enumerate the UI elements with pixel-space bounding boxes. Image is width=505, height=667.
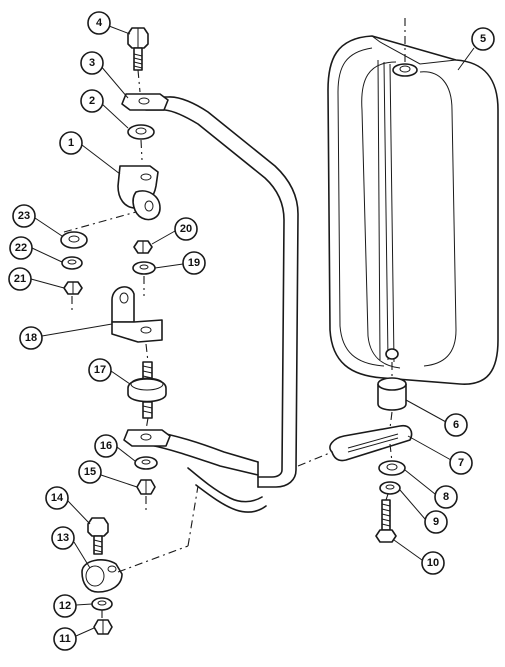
lockwasher-19 <box>132 261 156 275</box>
leader-lines <box>30 25 475 637</box>
clamp-13 <box>81 559 123 593</box>
callout-4: 4 <box>87 11 111 35</box>
callout-15: 15 <box>78 460 102 484</box>
callout-label: 11 <box>59 633 71 645</box>
callout-label: 6 <box>453 419 459 431</box>
nut-15 <box>136 479 156 495</box>
callout-label: 9 <box>433 516 439 528</box>
centerline <box>137 69 141 93</box>
callout-13: 13 <box>51 526 75 550</box>
callout-8: 8 <box>434 485 458 509</box>
callout-18: 18 <box>19 326 43 350</box>
callout-label: 23 <box>18 210 30 222</box>
callout-label: 5 <box>480 33 486 45</box>
callout-label: 19 <box>188 257 200 269</box>
callout-16: 16 <box>94 434 118 458</box>
callout-1: 1 <box>59 131 83 155</box>
callout-11: 11 <box>53 627 77 651</box>
washer-23 <box>60 231 88 249</box>
callout-17: 17 <box>88 358 112 382</box>
callout-label: 2 <box>89 95 95 107</box>
callout-19: 19 <box>182 251 206 275</box>
callout-label: 12 <box>59 600 71 612</box>
callout-7: 7 <box>449 451 473 475</box>
nut-21 <box>63 281 83 295</box>
callout-9: 9 <box>424 510 448 534</box>
callout-label: 18 <box>25 332 37 344</box>
callout-23: 23 <box>12 204 36 228</box>
mirror-bracket-tube <box>121 93 299 513</box>
callout-label: 15 <box>84 466 96 478</box>
callout-label: 8 <box>443 491 449 503</box>
lockwasher-16 <box>134 456 158 470</box>
callout-label: 4 <box>96 17 103 29</box>
lockwasher-12 <box>91 597 113 611</box>
angle-bracket-1 <box>117 165 161 221</box>
callout-2: 2 <box>80 89 104 113</box>
callout-label: 10 <box>427 557 439 569</box>
callout-14: 14 <box>45 486 69 510</box>
lockwasher-9 <box>379 481 401 495</box>
callout-label: 16 <box>100 440 112 452</box>
callout-label: 22 <box>15 242 27 254</box>
callout-label: 3 <box>89 57 95 69</box>
mirror-head-5 <box>327 35 499 385</box>
bolt-10 <box>375 499 397 543</box>
angle-bracket-18 <box>111 286 163 343</box>
callout-21: 21 <box>8 267 32 291</box>
callout-3: 3 <box>80 51 104 75</box>
callout-label: 1 <box>68 137 74 149</box>
nut-11 <box>93 619 113 635</box>
nut-20 <box>133 240 153 254</box>
callout-6: 6 <box>444 413 468 437</box>
lockwasher-22 <box>61 256 83 270</box>
callout-label: 7 <box>458 457 464 469</box>
slotted-plate-7 <box>329 424 413 462</box>
bolt-4 <box>127 27 149 71</box>
callout-label: 20 <box>180 223 192 235</box>
callout-label: 17 <box>94 364 106 376</box>
callout-12: 12 <box>53 594 77 618</box>
callout-5: 5 <box>471 27 495 51</box>
callout-label: 21 <box>14 273 26 285</box>
isolator-mount-17 <box>127 361 167 419</box>
spacer-6 <box>377 377 407 411</box>
callout-20: 20 <box>174 217 198 241</box>
callout-22: 22 <box>9 236 33 260</box>
callout-label: 13 <box>57 532 69 544</box>
bolt-14 <box>87 517 109 555</box>
callout-10: 10 <box>421 551 445 575</box>
washer-8 <box>378 460 406 476</box>
callout-label: 14 <box>51 492 64 504</box>
washer-2 <box>127 124 155 140</box>
